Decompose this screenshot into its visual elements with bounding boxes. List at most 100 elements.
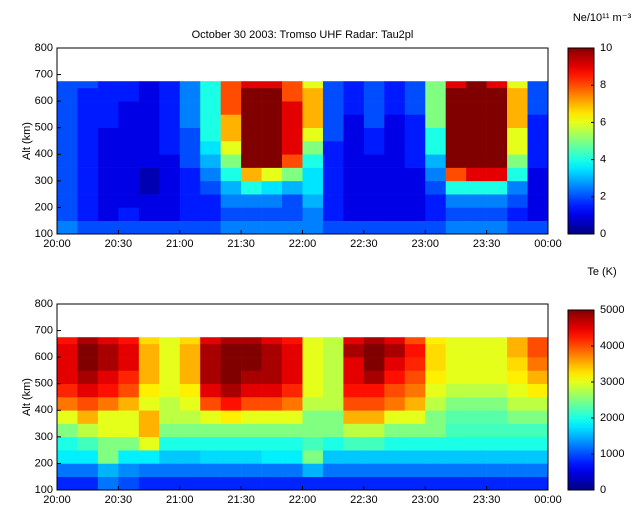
heat-cell [527,410,549,424]
heat-cell [241,337,262,345]
heat-cell [97,476,119,491]
heat-cell [241,476,262,491]
heat-cell [282,114,303,129]
heat-cell [322,436,344,451]
heat-cell [302,463,324,478]
heat-cell [241,220,262,235]
heat-cell [282,127,303,142]
heat-cell [138,476,160,491]
heat-cell [343,476,365,491]
heat-cell [486,81,508,89]
heat-cell [343,207,365,222]
heat-cell [282,101,303,115]
heat-cell [507,154,528,168]
heat-cell [343,127,365,142]
heat-cell [118,463,140,478]
heat-cell [527,167,549,182]
heat-cell [241,207,262,222]
heat-cell [302,154,324,168]
heat-cell [343,370,365,385]
y-tick-label: 800 [35,298,53,310]
heat-cell [363,357,385,371]
heat-cell [159,357,181,371]
heat-cell [445,127,467,142]
heat-cell [343,337,365,345]
heat-cell [77,397,99,411]
heat-cell [241,383,262,398]
heat-cell [445,154,467,168]
heat-cell [179,114,201,129]
heat-cell [404,154,426,168]
heat-cell [220,423,242,438]
heat-cell [363,410,385,424]
heat-cell [97,450,119,464]
x-tick-label: 21:00 [166,494,194,506]
heat-cell [77,450,99,464]
heat-cell [200,476,221,491]
heat-cell [179,450,201,464]
heat-cell [445,81,467,89]
heat-cell [527,357,549,371]
heat-cell [200,127,221,142]
heat-cell [118,450,140,464]
heat-cell [404,337,426,345]
heat-cell [466,423,487,438]
heat-cell [179,194,201,208]
heat-cell [527,101,549,115]
heat-cell [261,114,283,129]
heat-cell [486,463,508,478]
heat-cell [507,220,528,235]
colorbar-tick-label: 1000 [600,448,624,460]
heat-cell [322,167,344,182]
heat-cell [118,357,140,371]
heat-cell [343,397,365,411]
heat-cell [486,114,508,129]
colorbar-tick-label: 8 [600,79,606,91]
heat-cell [261,81,283,89]
heat-cell [220,436,242,451]
heat-cell [220,141,242,155]
heat-cell [241,154,262,168]
heat-cell [527,436,549,451]
heat-cell [77,154,99,168]
heat-cell [425,463,447,478]
heat-cell [200,207,221,222]
heat-cell [220,397,242,411]
heat-cell [200,450,221,464]
heat-cell [486,220,508,235]
heat-cell [220,370,242,385]
heat-cell [241,463,262,478]
heat-cell [486,127,508,142]
heat-cell [57,337,78,345]
colorbar-tick-label: 2 [600,191,606,203]
heat-cell [138,337,160,345]
heat-cell [138,410,160,424]
heat-cell [138,141,160,155]
heat-cell [159,101,181,115]
heat-cell [282,81,303,89]
heat-cell [322,370,344,385]
y-tick-label: 400 [35,148,53,160]
heat-cell [97,423,119,438]
heat-cell [322,154,344,168]
heat-cell [261,463,283,478]
heat-cell [282,180,303,195]
heat-cell [138,154,160,168]
heat-cell [425,337,447,345]
heat-cell [97,114,119,129]
heat-cell [507,436,528,451]
heat-cell [200,423,221,438]
heat-cell [425,357,447,371]
heat-cell [77,343,99,358]
heat-cell [241,141,262,155]
heat-cell [97,167,119,182]
colorbar-tick-label: 6 [600,116,606,128]
heat-cell [77,141,99,155]
colorbar [567,309,595,491]
heat-cell [384,463,406,478]
heat-cell [425,114,447,129]
heat-cell [282,357,303,371]
heat-cell [404,127,426,142]
heat-cell [179,397,201,411]
